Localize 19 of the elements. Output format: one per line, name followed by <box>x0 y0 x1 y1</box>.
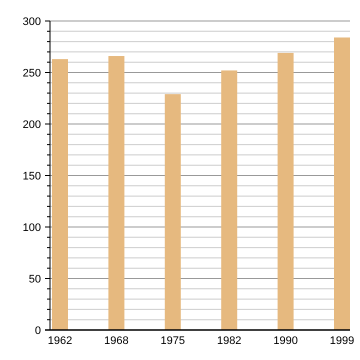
y-tick-label: 300 <box>22 16 41 28</box>
bar <box>334 37 350 330</box>
bar <box>278 52 294 330</box>
x-tick-label: 1968 <box>104 335 129 347</box>
bar <box>164 94 181 330</box>
x-tick-label: 1990 <box>273 335 298 347</box>
bar <box>108 56 124 330</box>
y-tick-label: 150 <box>22 170 41 182</box>
x-tick-label: 1975 <box>160 335 186 347</box>
bar <box>52 59 68 330</box>
y-tick-label: 200 <box>22 118 41 131</box>
bar <box>221 70 238 330</box>
y-tick-label: 0 <box>34 324 41 337</box>
x-tick-label: 1962 <box>48 335 72 347</box>
y-tick-label: 250 <box>22 67 41 80</box>
y-tick-label: 100 <box>22 222 41 234</box>
x-tick-label: 1982 <box>216 335 242 347</box>
x-tick-label: 1999 <box>330 335 354 347</box>
y-tick-label: 50 <box>28 273 41 286</box>
